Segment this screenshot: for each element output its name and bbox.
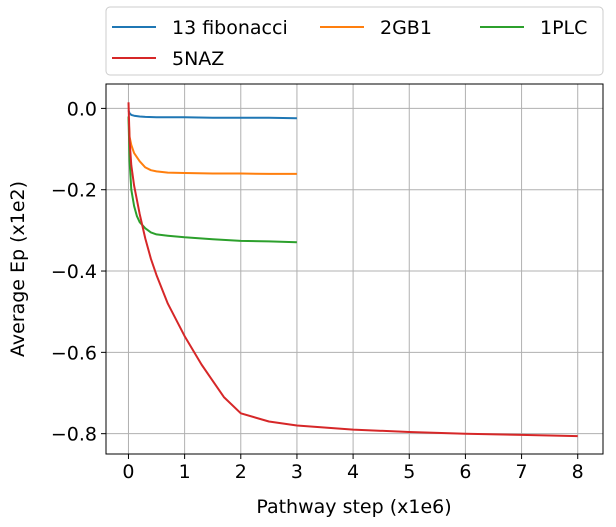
plot-frame — [105, 83, 604, 455]
x-axis-title: Pathway step (x1e6) — [256, 496, 451, 518]
x-tick-label: 7 — [516, 461, 528, 483]
series-layer — [127, 102, 578, 438]
x-tick-label: 5 — [403, 461, 415, 483]
series-line-1plc — [127, 116, 297, 244]
series-line-5naz — [127, 102, 578, 438]
y-tick-label: −0.6 — [51, 342, 97, 364]
x-axis-ticks: 0 1 2 3 4 5 6 7 8 — [122, 454, 584, 483]
x-tick-label: 6 — [459, 461, 471, 483]
x-tick-label: 2 — [235, 461, 247, 483]
x-tick-label: 8 — [572, 461, 584, 483]
y-tick-label: −0.2 — [51, 180, 97, 202]
legend-label: 5NAZ — [172, 48, 224, 70]
y-tick-label: −0.8 — [51, 424, 97, 446]
legend: 13 fibonacci 2GB1 1PLC 5NAZ — [105, 6, 604, 76]
x-tick-label: 4 — [347, 461, 359, 483]
x-tick-label: 1 — [179, 461, 191, 483]
legend-label: 13 fibonacci — [172, 17, 288, 39]
x-tick-label: 3 — [291, 461, 303, 483]
series-line-2gb1 — [127, 116, 297, 175]
y-axis-title: Average Ep (x1e2) — [7, 181, 29, 357]
x-tick-label: 0 — [122, 461, 134, 483]
series-line-13-fibonacci — [127, 110, 297, 120]
grid-layer — [106, 84, 603, 454]
legend-label: 1PLC — [540, 17, 587, 39]
legend-label: 2GB1 — [380, 17, 432, 39]
legend-items: 13 fibonacci 2GB1 1PLC 5NAZ — [112, 17, 587, 70]
legend-box — [105, 6, 604, 76]
y-axis-ticks: 0.0 −0.2 −0.4 −0.6 −0.8 — [51, 98, 106, 446]
y-tick-label: 0.0 — [67, 98, 97, 120]
y-tick-label: −0.4 — [51, 261, 97, 283]
